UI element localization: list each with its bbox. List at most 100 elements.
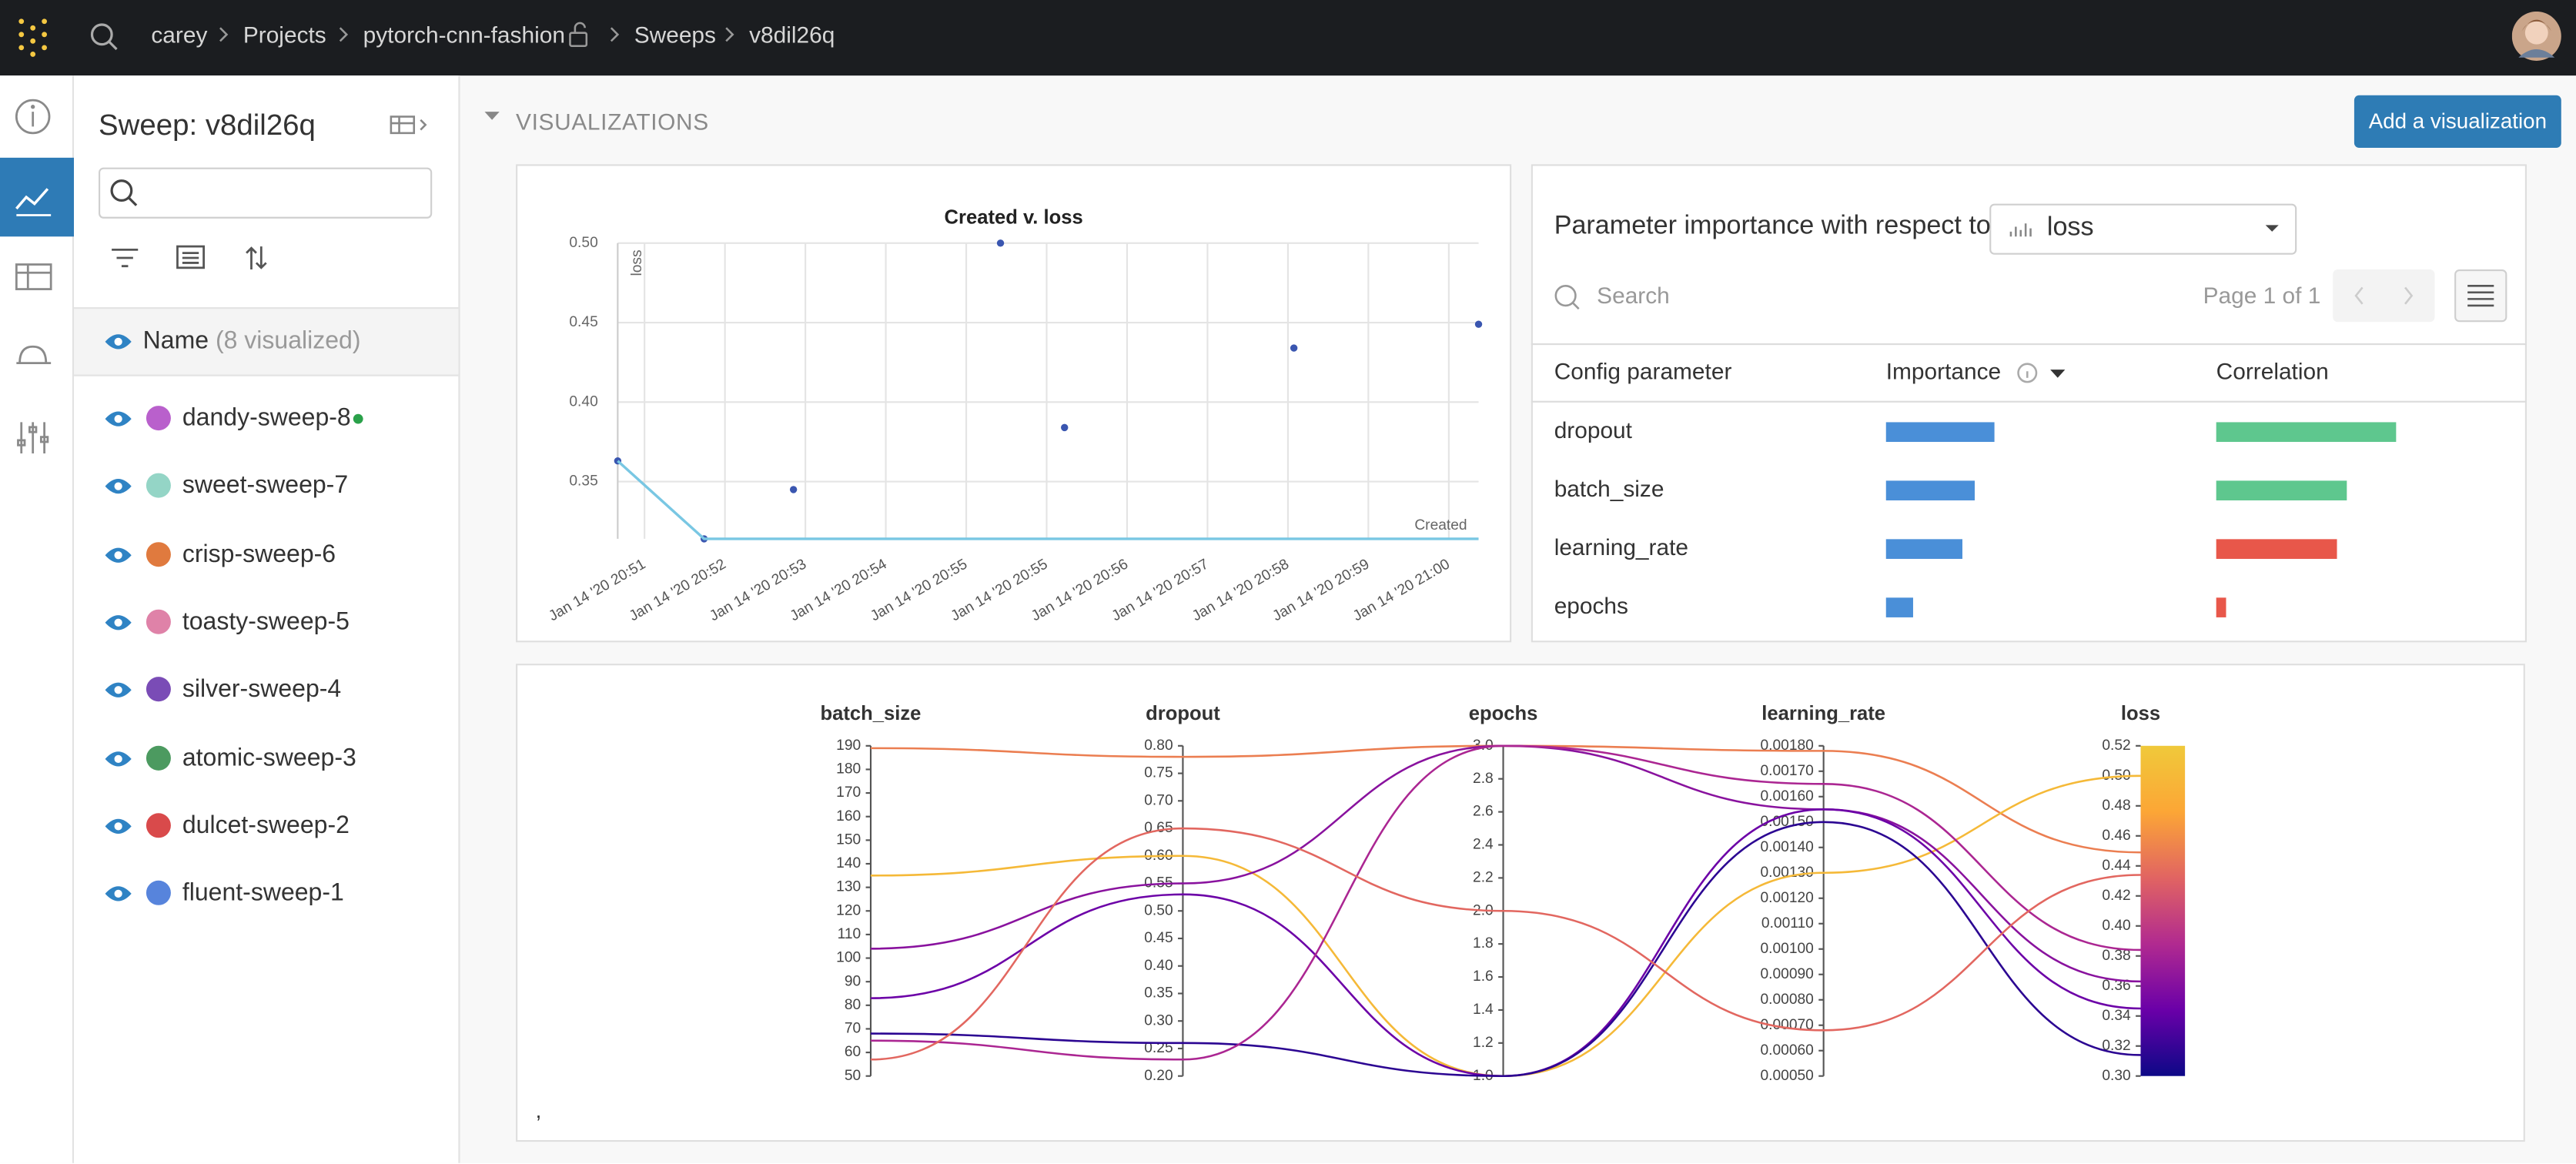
tick-label: 0.25: [1144, 1040, 1173, 1056]
eye-icon[interactable]: [103, 407, 132, 430]
tick-label: 0.48: [2102, 798, 2130, 814]
tick-label: 2.8: [1473, 771, 1494, 787]
pager-buttons[interactable]: [2333, 269, 2435, 323]
y-tick-label: 0.40: [569, 393, 597, 410]
tick-label: 110: [838, 926, 861, 942]
point: [996, 239, 1005, 247]
run-color: [146, 473, 171, 499]
eye-icon[interactable]: [103, 814, 132, 838]
tick-label: 0.50: [2102, 768, 2130, 784]
run-color: [146, 880, 171, 905]
divider: [1531, 343, 2527, 346]
running-indicator: [353, 413, 363, 424]
parameter-name: learning_rate: [1554, 535, 1688, 560]
run-row: dulcet-sweep-2: [74, 791, 458, 858]
active-tab[interactable]: [0, 157, 75, 237]
chart-title: Created v. loss: [945, 207, 1083, 229]
breadcrumb[interactable]: Sweeps: [634, 21, 716, 48]
eye-icon[interactable]: [103, 330, 132, 353]
tick-label: 0.20: [1144, 1068, 1173, 1084]
section-title: VISUALIZATIONS: [516, 108, 709, 135]
run-name[interactable]: toasty-sweep-5: [182, 607, 350, 636]
colorbar: [2140, 745, 2186, 1076]
column-header: Config parameter: [1554, 359, 1732, 384]
tick-label: 0.38: [2102, 948, 2130, 964]
breadcrumb-icons: [219, 22, 734, 48]
sidebar: Sweep: v8dil26q Name (8 visualized) dand…: [74, 75, 460, 1163]
run-name[interactable]: atomic-sweep-3: [182, 743, 356, 771]
run-name[interactable]: fluent-sweep-1: [182, 878, 344, 908]
tick-label: 0.34: [2102, 1008, 2131, 1024]
tick-label: 0.00110: [1761, 915, 1814, 932]
eye-icon[interactable]: [103, 543, 132, 566]
importance-title: Parameter importance with respect to: [1554, 210, 1991, 239]
tick-label: 130: [836, 879, 861, 895]
importance-bar: [1885, 422, 1995, 443]
tick-label: 0.32: [2102, 1038, 2130, 1054]
run-name[interactable]: silver-sweep-4: [182, 675, 342, 704]
y-axis-label: loss: [629, 249, 645, 276]
breadcrumb[interactable]: carey: [151, 21, 208, 48]
tick-label: 140: [836, 855, 861, 871]
y-tick-label: 0.50: [569, 235, 597, 251]
breadcrumb[interactable]: pytorch-cnn-fashion: [363, 21, 565, 48]
point: [1061, 423, 1069, 432]
tick-label: 0.40: [2102, 918, 2130, 934]
tick-label: 0.00160: [1760, 788, 1813, 804]
correlation-bar: [2216, 597, 2226, 617]
tick-label: 70: [845, 1021, 861, 1037]
tick-label: 0.00100: [1760, 941, 1813, 957]
search-icon[interactable]: [89, 22, 122, 55]
search-placeholder: Search: [1597, 283, 1670, 309]
importance-bar: [1885, 539, 1962, 559]
logo[interactable]: [13, 16, 55, 59]
tick-label: 1.4: [1473, 1002, 1494, 1018]
parameter-name: epochs: [1554, 594, 1628, 619]
columns-button[interactable]: [2454, 269, 2507, 323]
run-color: [146, 541, 171, 567]
run-name[interactable]: dulcet-sweep-2: [182, 811, 350, 840]
axis-title: epochs: [1469, 703, 1538, 724]
target-dropdown[interactable]: [1989, 203, 2297, 255]
eye-icon[interactable]: [103, 475, 132, 498]
search-box[interactable]: [99, 167, 433, 219]
tick-label: 0.75: [1144, 765, 1173, 781]
tick-label: 0.00060: [1760, 1042, 1813, 1059]
eye-icon[interactable]: [103, 747, 132, 770]
avatar[interactable]: [2511, 11, 2564, 64]
tick-label: 1.8: [1473, 935, 1494, 952]
search-icon: [110, 179, 138, 206]
breadcrumb[interactable]: v8dil26q: [749, 21, 835, 48]
tick-label: 1.6: [1473, 968, 1494, 985]
tick-label: 190: [836, 738, 861, 754]
eye-icon[interactable]: [103, 882, 132, 905]
parallel-line: [870, 744, 2141, 983]
collapse-caret[interactable]: [483, 109, 503, 125]
breadcrumb[interactable]: Projects: [243, 21, 326, 48]
name-header-row: [74, 307, 459, 376]
parallel-line: [870, 744, 2141, 1061]
run-color: [146, 744, 171, 770]
top-bar: carey Projects pytorch-cnn-fashion Sweep…: [0, 0, 2576, 76]
tick-label: 0.30: [1144, 1012, 1173, 1029]
add-visualization-button[interactable]: Add a visualization: [2354, 95, 2561, 149]
visualized-count: (8 visualized): [215, 326, 361, 355]
run-name[interactable]: dandy-sweep-8: [182, 403, 351, 433]
run-name[interactable]: sweet-sweep-7: [182, 472, 349, 500]
eye-icon[interactable]: [103, 679, 132, 702]
tick-label: 0.46: [2102, 828, 2130, 844]
table-toggle[interactable]: [390, 112, 432, 138]
tick-label: 0.44: [2102, 858, 2131, 874]
correlation-bar: [2216, 539, 2337, 559]
sidebar-tools[interactable]: [107, 240, 320, 276]
tick-label: 0.65: [1144, 820, 1173, 836]
parallel-line: [870, 827, 2141, 1061]
tick-label: 180: [836, 761, 861, 778]
eye-icon[interactable]: [103, 611, 132, 634]
run-name[interactable]: crisp-sweep-6: [182, 540, 336, 568]
tick-label: 60: [845, 1044, 861, 1060]
tick-label: 150: [836, 831, 861, 848]
y-tick-label: 0.35: [569, 473, 597, 490]
x-axis-label: Created: [1414, 517, 1467, 534]
target-value: loss: [2047, 212, 2094, 242]
